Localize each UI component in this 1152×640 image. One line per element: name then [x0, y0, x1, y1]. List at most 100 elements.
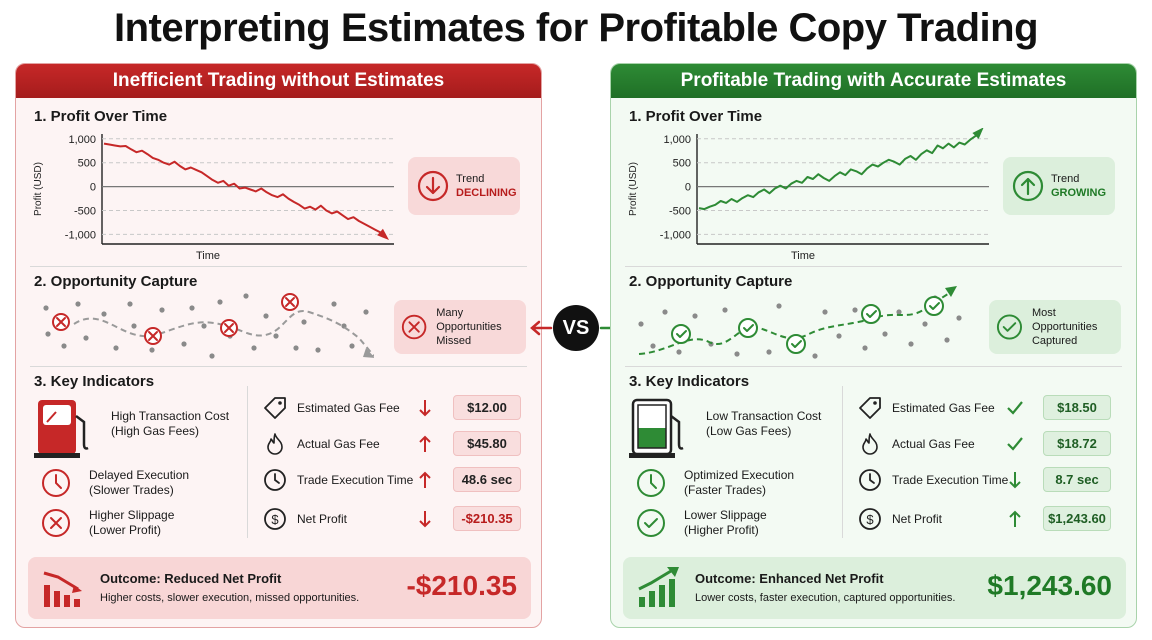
y-tick-label: 500	[673, 158, 691, 170]
right-section-opportunity-title: 2. Opportunity Capture	[629, 273, 793, 290]
right-indicator-2-subtitle: (Faster Trades)	[684, 483, 767, 497]
left-opportunity-line1: Many Opportunities	[436, 307, 502, 333]
y-tick-label: -500	[669, 206, 691, 218]
left-indicator-execution: Delayed Execution (Slower Trades)	[40, 467, 189, 499]
right-trend-badge: Trend GROWING	[1003, 157, 1115, 215]
left-metric-actual-gas: Actual Gas Fee	[262, 431, 380, 457]
right-indicator-1-subtitle: (Low Gas Fees)	[706, 424, 792, 438]
right-metric-4-label: Net Profit	[892, 512, 943, 526]
y-tick-label: 0	[685, 182, 691, 194]
declining-bar-chart-icon	[43, 571, 82, 607]
right-metric-execution-time: Trade Execution Time	[857, 467, 1008, 493]
right-outcome-value: $1,243.60	[987, 570, 1112, 601]
clock-icon	[42, 469, 70, 497]
left-panel-heading: Inefficient Trading without Estimates	[16, 64, 541, 98]
right-section-profit-title: 1. Profit Over Time	[629, 108, 763, 125]
left-metric-2-value: $45.80	[453, 431, 521, 456]
arrow-up-icon	[419, 435, 431, 452]
price-tag-icon	[859, 397, 881, 419]
left-metric-net-profit: $ Net Profit	[262, 506, 347, 532]
flame-icon	[267, 433, 283, 455]
left-outcome-value: -$210.35	[406, 570, 517, 601]
y-axis-label: Profit (USD)	[33, 162, 44, 216]
indicator-separator	[842, 386, 843, 538]
price-tag-icon	[264, 397, 286, 419]
right-profit-chart: 1,000 500 0 -500 -1,000 Profit (USD) Time	[628, 128, 989, 262]
x-axis-label: Time	[791, 250, 815, 262]
left-opportunity-line2: Missed	[436, 335, 472, 347]
arrow-up-icon	[419, 471, 431, 488]
left-indicator-3-subtitle: (Lower Profit)	[89, 523, 162, 537]
right-indicator-3-subtitle: (Higher Profit)	[684, 523, 759, 537]
right-panel-heading: Profitable Trading with Accurate Estimat…	[611, 64, 1136, 98]
left-outcome-subtitle: Higher costs, slower execution, missed o…	[100, 592, 360, 604]
left-indicator-slippage: Higher Slippage (Lower Profit)	[40, 507, 174, 539]
left-indicator-2-title: Delayed Execution	[89, 468, 190, 482]
arrow-down-circle-icon	[417, 170, 449, 202]
left-indicator-1-subtitle: (High Gas Fees)	[111, 424, 200, 438]
right-metric-actual-gas: Actual Gas Fee	[857, 431, 975, 457]
clock-icon	[859, 469, 881, 491]
left-metric-3-value: 48.6 sec	[453, 467, 521, 492]
y-axis-label: Profit (USD)	[628, 162, 639, 216]
left-section-indicators-title: 3. Key Indicators	[34, 373, 155, 390]
x-circle-icon	[42, 509, 70, 537]
right-outcome-title: Outcome: Enhanced Net Profit	[695, 571, 884, 586]
left-profit-chart: 1,000 500 0 -500 -1,000 Profit (USD) Time	[33, 134, 394, 262]
y-tick-label: -1,000	[65, 229, 96, 241]
left-metric-1-label: Estimated Gas Fee	[297, 401, 400, 415]
y-tick-label: 500	[78, 158, 96, 170]
divider	[625, 366, 1122, 367]
left-metric-3-label: Trade Execution Time	[297, 473, 414, 487]
check-circle-icon	[996, 314, 1023, 340]
y-tick-label: 1,000	[663, 134, 691, 146]
arrow-down-icon	[419, 511, 431, 528]
clock-icon	[264, 469, 286, 491]
left-opportunity-badge: Many Opportunities Missed	[394, 300, 526, 354]
left-metric-estimated-gas: Estimated Gas Fee	[262, 395, 400, 421]
y-tick-label: -1,000	[660, 229, 691, 241]
left-profit-series-line	[103, 142, 387, 239]
left-metric-1-value: $12.00	[453, 395, 521, 420]
right-profit-series-line	[698, 129, 982, 211]
left-metric-4-label: Net Profit	[297, 512, 348, 526]
left-section-opportunity-title: 2. Opportunity Capture	[34, 273, 198, 290]
clock-icon	[637, 469, 665, 497]
right-opportunity-badge: Most Opportunities Captured	[989, 300, 1121, 354]
svg-text:$: $	[866, 512, 874, 527]
left-metric-execution-time: Trade Execution Time	[262, 467, 413, 493]
flame-icon	[862, 433, 878, 455]
right-metric-2-label: Actual Gas Fee	[892, 437, 975, 451]
growing-bar-chart-icon	[638, 567, 679, 607]
divider	[30, 366, 527, 367]
right-indicator-execution: Optimized Execution (Faster Trades)	[635, 467, 794, 499]
dollar-circle-icon: $	[264, 508, 286, 530]
right-indicator-transaction-cost: Low Transaction Cost (Low Gas Fees)	[629, 398, 821, 460]
right-section-indicators-title: 3. Key Indicators	[629, 373, 750, 390]
right-indicator-2-title: Optimized Execution	[684, 468, 795, 482]
check-circle-icon	[637, 509, 665, 537]
right-indicator-1-title: Low Transaction Cost	[706, 409, 822, 423]
arrow-down-icon	[419, 400, 431, 417]
right-metric-estimated-gas: Estimated Gas Fee	[857, 395, 995, 421]
left-metric-4-value: -$210.35	[453, 506, 521, 531]
dollar-circle-icon: $	[859, 508, 881, 530]
divider	[625, 266, 1122, 267]
right-indicator-slippage: Lower Slippage (Higher Profit)	[635, 507, 767, 539]
right-indicator-3-title: Lower Slippage	[684, 508, 767, 522]
y-tick-label: 0	[90, 182, 96, 194]
right-opportunity-line1: Most Opportunities	[1031, 307, 1098, 333]
left-trend-badge: Trend DECLINING	[408, 157, 520, 215]
x-axis-label: Time	[196, 250, 220, 262]
checkmark-icon	[1007, 437, 1023, 451]
left-indicator-1-title: High Transaction Cost	[111, 409, 230, 423]
right-trend-status: GROWING	[1051, 187, 1106, 199]
left-section-profit-title: 1. Profit Over Time	[34, 108, 168, 125]
vs-badge: VS	[553, 305, 599, 351]
x-circle-icon	[401, 314, 427, 340]
gas-pump-icon	[34, 400, 89, 458]
right-metric-1-label: Estimated Gas Fee	[892, 401, 995, 415]
indicator-separator	[247, 386, 248, 538]
left-outcome-box: Outcome: Reduced Net Profit Higher costs…	[28, 557, 531, 619]
checkmark-icon	[1007, 401, 1023, 415]
